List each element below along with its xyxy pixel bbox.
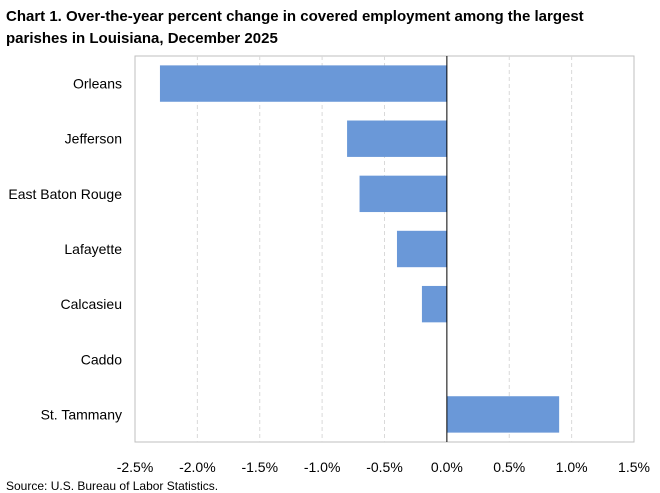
x-tick-label: 0.5% (493, 459, 525, 475)
bar-jefferson (347, 120, 447, 157)
x-tick-labels: -2.5% -2.0% -1.5% -1.0% -0.5% 0.0% 0.5% 1.0% 1.5… (117, 459, 650, 475)
category-label: East Baton Rouge (8, 186, 122, 202)
source-note: Source: U.S. Bureau of Labor Statistics. (6, 479, 219, 493)
bar-calcasieu (421, 285, 447, 323)
x-tick-label: -2.0% (179, 459, 216, 475)
x-tick-label: 1.0% (556, 459, 588, 475)
x-tick-label: -1.5% (241, 459, 278, 475)
bar-east-baton-rouge (359, 175, 447, 213)
category-label: Caddo (81, 351, 122, 367)
bar-orleans (159, 65, 447, 102)
x-tick-label: 1.5% (618, 459, 650, 475)
category-label: Lafayette (64, 241, 122, 257)
bars (159, 65, 560, 433)
x-tick-label: -0.5% (366, 459, 403, 475)
gridlines (196, 56, 573, 442)
chart-title-line-2: parishes in Louisiana, December 2025 (6, 30, 278, 47)
chart-title-line-1: Chart 1. Over-the-year percent change in… (6, 8, 584, 25)
bar-st-tammany (446, 396, 560, 433)
category-label: Calcasieu (61, 296, 122, 312)
x-tick-label: 0.0% (431, 459, 463, 475)
category-labels: Orleans Jefferson East Baton Rouge Lafayett… (8, 76, 122, 423)
x-tick-label: -1.0% (304, 459, 341, 475)
bar-lafayette (396, 230, 447, 268)
x-tick-label: -2.5% (117, 459, 154, 475)
category-label: Orleans (73, 76, 122, 92)
category-label: Jefferson (65, 131, 122, 147)
chart-title: Chart 1. Over-the-year percent change in… (6, 6, 646, 50)
category-label: St. Tammany (41, 406, 122, 422)
